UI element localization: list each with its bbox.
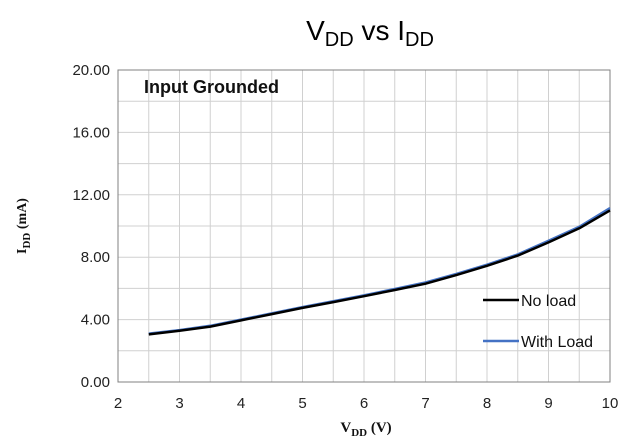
y-tick-label: 4.00 xyxy=(81,312,110,329)
y-tick-labels: 0.00 4.00 8.00 12.00 16.00 20.00 xyxy=(72,62,110,391)
x-tick-label: 7 xyxy=(421,395,429,412)
x-tick-label: 6 xyxy=(360,395,368,412)
series-lines xyxy=(148,207,611,336)
x-tick-label: 2 xyxy=(114,395,122,412)
x-tick-label: 9 xyxy=(544,395,552,412)
chart-title-part: DD xyxy=(405,29,434,51)
y-axis-label: IDD (mA) xyxy=(15,198,33,254)
x-tick-labels: 2 3 4 5 6 7 8 9 10 xyxy=(114,395,619,412)
legend: No load With Load xyxy=(483,293,593,351)
x-axis-label-part: (V) xyxy=(367,420,392,436)
y-axis-label-part: (mA) xyxy=(15,198,30,233)
legend-label: With Load xyxy=(521,334,593,351)
annotation-input-grounded: Input Grounded xyxy=(144,77,279,97)
x-axis-label: VDD (V) xyxy=(340,420,391,439)
plot-border xyxy=(117,69,611,383)
chart-title-part: V xyxy=(306,15,325,46)
x-tick-label: 8 xyxy=(483,395,491,412)
x-tick-label: 3 xyxy=(175,395,183,412)
y-tick-label: 20.00 xyxy=(72,62,110,79)
legend-label: No load xyxy=(521,293,576,310)
y-tick-label: 8.00 xyxy=(81,249,110,266)
y-tick-label: 16.00 xyxy=(72,124,110,141)
y-axis-label-part: DD xyxy=(21,233,33,249)
y-tick-label: 12.00 xyxy=(72,187,110,204)
x-tick-label: 4 xyxy=(237,395,245,412)
x-axis-label-part: DD xyxy=(351,427,367,439)
chart-title-part: DD xyxy=(325,29,354,51)
series-line-no-load xyxy=(148,209,611,336)
x-axis-label-part: V xyxy=(340,420,351,436)
y-tick-label: 0.00 xyxy=(81,374,110,391)
chart-title: VDD vs IDD xyxy=(306,15,434,51)
chart-title-part: vs I xyxy=(354,15,405,46)
y-axis-label-part: I xyxy=(15,249,30,254)
x-tick-label: 5 xyxy=(298,395,306,412)
x-tick-label: 10 xyxy=(602,395,619,412)
